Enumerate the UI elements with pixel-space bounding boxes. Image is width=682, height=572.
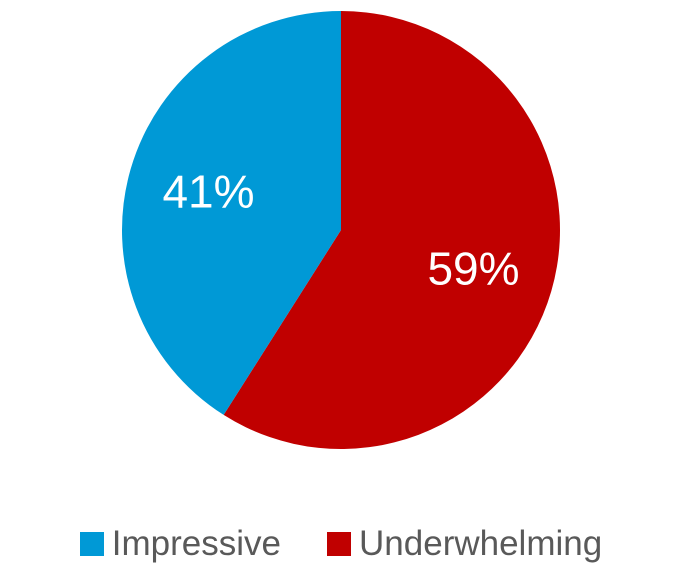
legend-swatch-underwhelming xyxy=(327,532,352,556)
legend-label-impressive: Impressive xyxy=(111,524,282,563)
data-label-underwhelming: 59% xyxy=(427,242,519,294)
pie-slice-underwhelming xyxy=(223,11,560,449)
legend: Impressive Underwhelming xyxy=(0,524,682,564)
data-label-impressive: 41% xyxy=(162,166,254,218)
legend-label-underwhelming: Underwhelming xyxy=(359,524,603,563)
pie-slice-impressive xyxy=(121,11,341,415)
legend-entry-impressive: Impressive xyxy=(79,524,282,564)
legend-swatch-impressive xyxy=(79,532,104,556)
legend-entry-underwhelming: Underwhelming xyxy=(327,524,602,564)
